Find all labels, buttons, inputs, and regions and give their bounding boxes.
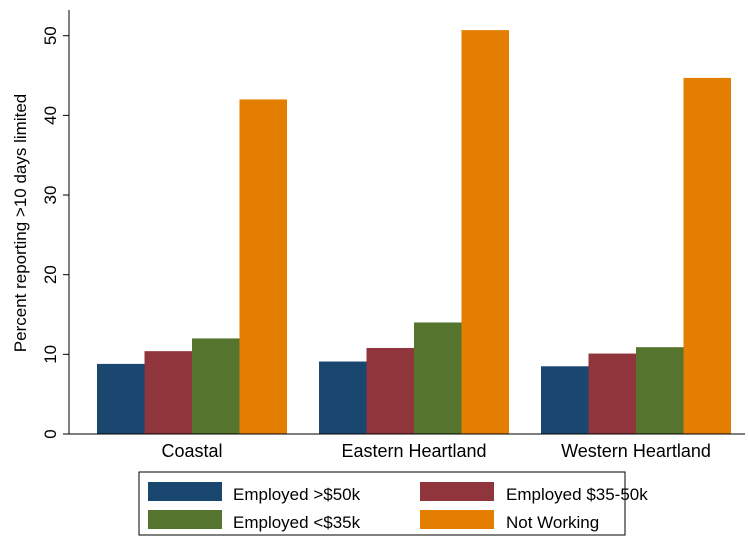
x-tick-label: Eastern Heartland [341,441,486,461]
bar-western-heartland-not-working [683,77,731,434]
x-tick-labels: Coastal Eastern Heartland Western Heartlan… [161,441,710,461]
bar-western-heartland-employed-50k [541,366,589,434]
bar-eastern-heartland-employed-35k [414,322,462,434]
y-tick-label: 30 [41,186,60,205]
bar-coastal-not-working [239,99,287,434]
legend-items: Employed >$50k Employed $35-50k Employed <… [148,482,648,532]
bar-eastern-heartland-not-working [461,30,509,434]
bar-eastern-heartland-employed-50k [319,361,367,434]
x-tick-label: Coastal [161,441,222,461]
y-tick-label: 20 [41,265,60,284]
bar-eastern-heartland-employed-35-50k [366,347,414,434]
axes-layer [68,10,745,435]
bar-coastal-employed-35k [192,338,240,434]
bars-layer [97,30,731,434]
y-tick-label: 0 [41,429,60,438]
legend-swatch-employed-35-50k [420,482,494,501]
legend-label-not-working: Not Working [506,513,599,532]
legend-swatch-not-working [420,510,494,529]
y-tick-label: 50 [41,26,60,45]
y-tick-label: 40 [41,106,60,125]
legend-label-employed-35k: Employed <$35k [233,513,361,532]
bar-western-heartland-employed-35-50k [588,353,636,434]
legend-label-employed-35-50k: Employed $35-50k [506,485,648,504]
legend-swatch-employed-50k [148,482,222,501]
x-tick-label: Western Heartland [561,441,711,461]
y-tick-label: 10 [41,345,60,364]
y-ticks: 0 10 20 30 40 50 [41,26,69,439]
legend-label-employed-50k: Employed >$50k [233,485,361,504]
bar-coastal-employed-35-50k [144,351,192,434]
legend-swatch-employed-35k [148,510,222,529]
bar-coastal-employed-50k [97,363,145,434]
legend: Employed >$50k Employed $35-50k Employed <… [138,471,648,536]
y-axis-title: Percent reporting >10 days limited [11,94,30,352]
bar-western-heartland-employed-35k [636,347,684,434]
